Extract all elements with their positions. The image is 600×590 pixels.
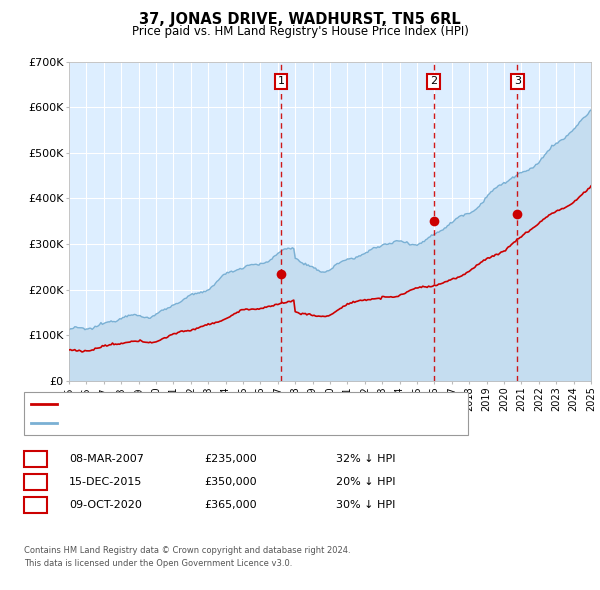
- Text: 30% ↓ HPI: 30% ↓ HPI: [336, 500, 395, 510]
- Text: Price paid vs. HM Land Registry's House Price Index (HPI): Price paid vs. HM Land Registry's House …: [131, 25, 469, 38]
- Text: 08-MAR-2007: 08-MAR-2007: [69, 454, 144, 464]
- Text: 32% ↓ HPI: 32% ↓ HPI: [336, 454, 395, 464]
- Text: 3: 3: [32, 500, 39, 510]
- Text: £365,000: £365,000: [204, 500, 257, 510]
- Text: 1: 1: [32, 454, 39, 464]
- Text: 37, JONAS DRIVE, WADHURST, TN5 6RL (detached house): 37, JONAS DRIVE, WADHURST, TN5 6RL (deta…: [61, 399, 361, 409]
- Text: 37, JONAS DRIVE, WADHURST, TN5 6RL: 37, JONAS DRIVE, WADHURST, TN5 6RL: [139, 12, 461, 27]
- Text: £235,000: £235,000: [204, 454, 257, 464]
- Text: Contains HM Land Registry data © Crown copyright and database right 2024.: Contains HM Land Registry data © Crown c…: [24, 546, 350, 555]
- Text: £350,000: £350,000: [204, 477, 257, 487]
- Text: HPI: Average price, detached house, Wealden: HPI: Average price, detached house, Weal…: [61, 418, 299, 428]
- Text: 09-OCT-2020: 09-OCT-2020: [69, 500, 142, 510]
- Text: 15-DEC-2015: 15-DEC-2015: [69, 477, 142, 487]
- Text: 1: 1: [277, 76, 284, 86]
- Text: 2: 2: [32, 477, 39, 487]
- Text: 3: 3: [514, 76, 521, 86]
- Text: 2: 2: [430, 76, 437, 86]
- Text: 20% ↓ HPI: 20% ↓ HPI: [336, 477, 395, 487]
- Text: This data is licensed under the Open Government Licence v3.0.: This data is licensed under the Open Gov…: [24, 559, 292, 568]
